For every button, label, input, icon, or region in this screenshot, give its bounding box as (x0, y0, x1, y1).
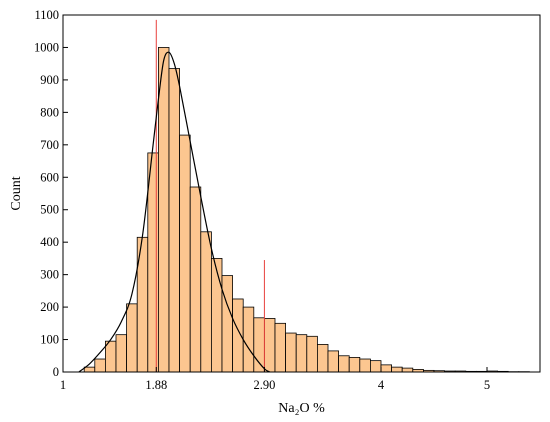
histogram-bar (295, 334, 308, 373)
reference-lines (155, 19, 265, 372)
histogram-bar (147, 152, 159, 373)
histogram-bar (391, 366, 403, 373)
histogram-bar (285, 332, 297, 373)
x-tick-label: 5 (484, 378, 490, 392)
histogram-bar (189, 186, 202, 373)
y-tick-label: 0 (53, 365, 59, 379)
histogram-bar (83, 366, 96, 373)
x-tick-label: 1 (60, 378, 66, 392)
histogram-bar (263, 318, 276, 373)
histogram-bar (210, 258, 223, 373)
histogram-bar (348, 356, 361, 373)
histogram-bar (316, 344, 329, 373)
x-tick-label: 2.90 (253, 378, 275, 392)
histogram-bar (105, 340, 117, 373)
y-axis: 0 100 200 300 400 500 600 700 800 900 1000 1100 (34, 8, 68, 379)
histogram-bar (327, 350, 340, 373)
histogram-bars (83, 47, 530, 373)
histogram-bar (221, 275, 233, 373)
y-axis-label: Count (9, 176, 24, 210)
histogram-bar (401, 367, 414, 373)
histogram-bar (380, 364, 392, 373)
histogram-bar (200, 231, 212, 373)
y-tick-label: 200 (40, 300, 59, 314)
fit-curve (78, 51, 271, 373)
y-tick-label: 1000 (34, 40, 59, 54)
x-tick-label: 4 (378, 378, 385, 392)
y-tick-label: 900 (40, 73, 59, 87)
histogram-bar (126, 303, 138, 373)
y-tick-label: 400 (40, 235, 59, 249)
y-tick-label: 100 (40, 333, 59, 347)
x-axis: 1 1.88 2.90 4 5 (60, 367, 490, 392)
histogram-bar (115, 334, 128, 373)
y-tick-label: 1100 (34, 8, 59, 22)
histogram-bar (338, 355, 350, 373)
histogram-bar (369, 360, 382, 373)
y-tick-label: 600 (40, 170, 59, 184)
histogram-bar (94, 358, 106, 373)
histogram-bar (242, 306, 255, 373)
y-tick-label: 800 (40, 105, 59, 119)
histogram-bar (157, 47, 170, 373)
histogram-bar (168, 68, 181, 373)
y-tick-label: 700 (40, 138, 59, 152)
histogram-bar (274, 322, 287, 373)
histogram-bar (306, 335, 318, 373)
x-axis-label: Na₂O % (278, 401, 325, 416)
plot-frame (62, 14, 541, 373)
histogram-bar (359, 358, 371, 373)
x-tick-label: 1.88 (145, 378, 167, 392)
histogram-bar (253, 317, 265, 373)
y-tick-label: 300 (40, 268, 59, 282)
histogram-bar (179, 134, 191, 373)
y-tick-label: 500 (40, 203, 59, 217)
